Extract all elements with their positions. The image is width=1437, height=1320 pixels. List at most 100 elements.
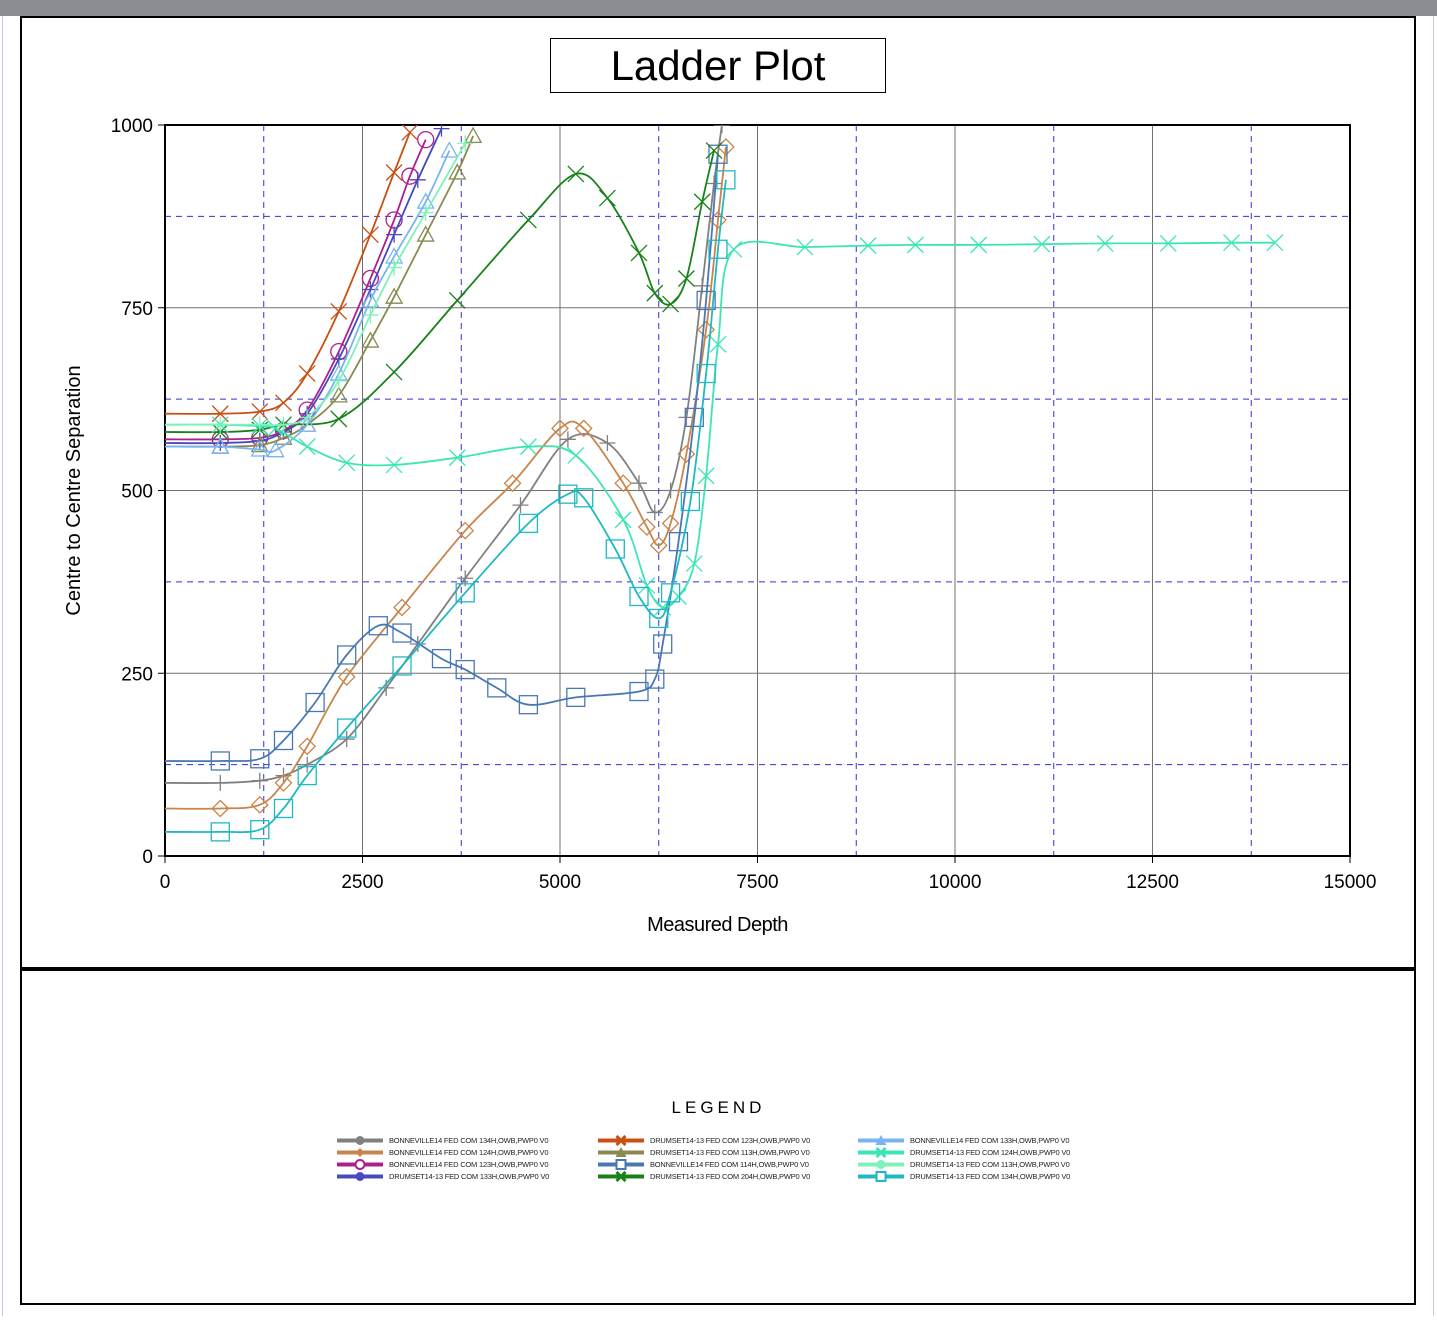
point-marker <box>637 518 656 536</box>
chart-panel <box>20 16 1416 969</box>
point-marker <box>298 737 317 756</box>
point-marker <box>696 290 716 311</box>
point-marker <box>1096 234 1114 252</box>
grid-lines <box>165 125 1350 856</box>
point-marker <box>417 204 434 221</box>
legend-label: DRUMSET14-13 FED COM 134H,OWB,PWP0 V0 <box>910 1172 1071 1181</box>
legend-swatch-marker <box>875 1135 887 1145</box>
point-marker <box>250 440 269 457</box>
x-tick-label: 0 <box>160 872 171 893</box>
point-marker <box>653 634 673 654</box>
x-tick-label: 5000 <box>539 872 581 893</box>
point-marker <box>859 237 877 255</box>
x-tick-label: 10000 <box>929 872 982 893</box>
legend-label: BONNEVILLE14 FED COM 123H,OWB,PWP0 V0 <box>389 1160 549 1169</box>
point-marker <box>361 331 380 348</box>
point-marker <box>631 475 647 492</box>
legend-swatch-marker <box>355 1172 365 1181</box>
point-marker <box>455 583 475 603</box>
point-marker <box>512 497 529 514</box>
point-marker <box>599 434 616 451</box>
point-marker <box>567 165 585 183</box>
legend-swatch <box>858 1147 904 1158</box>
point-marker <box>275 416 292 433</box>
point-marker <box>566 687 586 708</box>
point-marker <box>668 532 689 552</box>
point-marker <box>392 623 412 643</box>
series-line <box>165 128 443 445</box>
point-marker <box>519 211 537 229</box>
series-6 <box>165 126 483 454</box>
legend-item: DRUMSET14-13 FED COM 134H,OWB,PWP0 V0 <box>856 1171 1070 1182</box>
point-marker <box>605 539 625 559</box>
point-marker <box>448 163 467 180</box>
x-tick-label: 15000 <box>1324 872 1377 893</box>
point-marker <box>677 445 696 463</box>
point-marker <box>614 511 632 529</box>
legend-swatch <box>598 1135 644 1146</box>
series-line <box>165 179 727 834</box>
point-marker <box>385 456 403 474</box>
legend-swatch-marker <box>355 1136 365 1145</box>
point-marker <box>558 484 578 504</box>
point-marker <box>705 142 723 160</box>
point-marker <box>662 295 680 313</box>
point-marker <box>661 514 680 533</box>
legend-label: DRUMSET14-13 FED COM 113H,OWB,PWP0 V0 <box>910 1160 1070 1169</box>
point-marker <box>431 648 452 669</box>
point-marker <box>329 386 348 403</box>
series-2 <box>165 138 735 818</box>
point-marker <box>211 799 230 818</box>
point-marker <box>337 718 357 738</box>
point-marker <box>212 416 229 433</box>
point-marker <box>649 536 668 555</box>
point-marker <box>298 415 317 432</box>
point-marker <box>662 482 679 499</box>
y-tick-label: 250 <box>121 664 153 685</box>
legend-item: DRUMSET14-13 FED COM 123H,OWB,PWP0 V0 <box>596 1135 810 1146</box>
point-marker <box>614 474 633 493</box>
series-11 <box>165 135 474 433</box>
series-line <box>165 142 466 427</box>
point-marker <box>275 394 292 412</box>
point-marker <box>716 170 736 190</box>
series-line <box>165 131 411 415</box>
legend-item: BONNEVILLE14 FED COM 123H,OWB,PWP0 V0 <box>335 1159 549 1170</box>
legend-swatch <box>337 1148 383 1157</box>
point-marker <box>251 416 268 433</box>
point-marker <box>660 583 681 603</box>
point-marker <box>274 428 293 445</box>
point-marker <box>337 667 356 686</box>
point-marker <box>267 419 285 437</box>
point-marker <box>678 409 695 426</box>
y-tick-label: 0 <box>142 847 153 868</box>
page-border-right <box>1433 16 1434 1316</box>
point-marker <box>463 126 483 144</box>
point-marker <box>297 765 317 786</box>
point-marker <box>448 449 466 467</box>
point-marker <box>305 692 325 713</box>
window-top-bar <box>0 0 1437 16</box>
point-marker <box>708 239 728 259</box>
legend-swatch <box>337 1136 383 1145</box>
legend-item: BONNEVILLE14 FED COM 133H,OWB,PWP0 V0 <box>856 1135 1070 1146</box>
point-marker <box>266 440 285 458</box>
legend-swatch-marker <box>876 1160 886 1169</box>
legend-item: DRUMSET14-13 FED COM 113H,OWB,PWP0 V0 <box>856 1159 1070 1170</box>
point-marker <box>393 598 411 617</box>
legend-label: DRUMSET14-13 FED COM 123H,OWB,PWP0 V0 <box>650 1136 811 1145</box>
point-marker <box>677 270 695 287</box>
point-marker <box>330 372 347 389</box>
point-marker <box>392 656 412 676</box>
point-marker <box>210 822 230 842</box>
point-marker <box>250 749 270 769</box>
point-marker <box>385 363 403 381</box>
series-line <box>165 139 427 441</box>
point-marker <box>574 488 594 508</box>
point-marker <box>440 141 459 158</box>
series-line <box>165 125 723 784</box>
point-marker <box>456 521 475 540</box>
point-marker <box>713 125 730 133</box>
point-marker <box>386 226 403 243</box>
x-tick-label: 7500 <box>736 872 778 893</box>
